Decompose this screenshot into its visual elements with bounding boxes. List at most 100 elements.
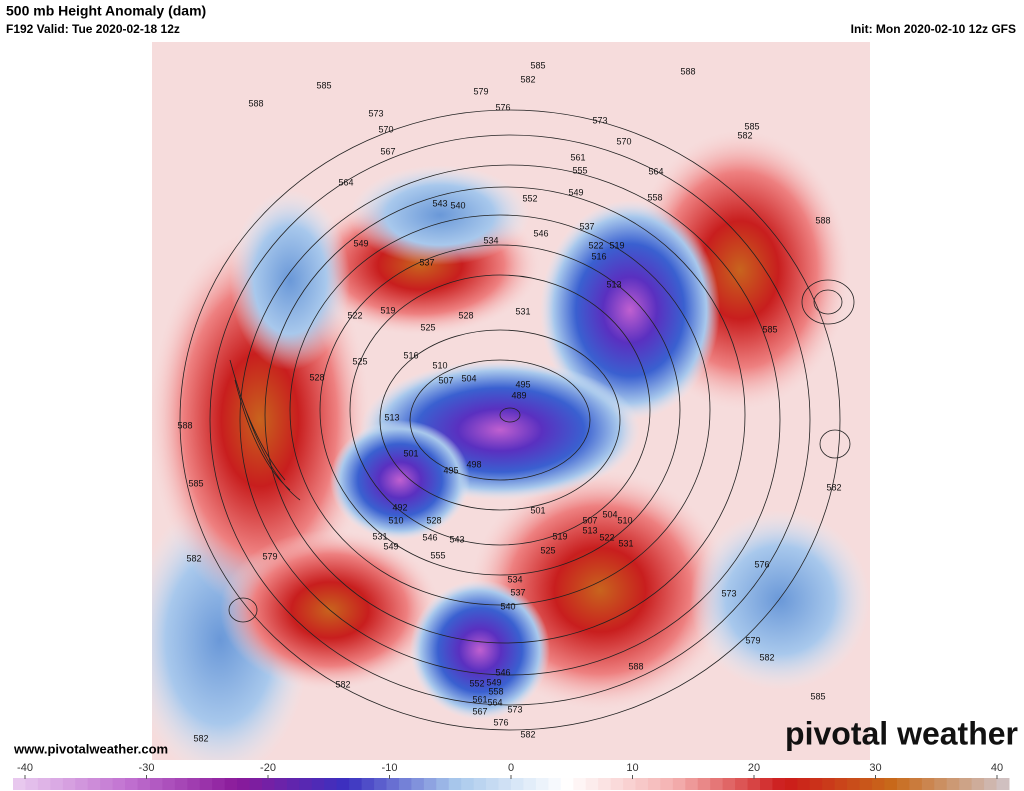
colorbar-cell — [859, 778, 873, 790]
colorbar-cell — [847, 778, 861, 790]
contour-label: 573 — [507, 704, 522, 714]
contour-label: 549 — [383, 541, 398, 551]
contour-label: 582 — [335, 679, 350, 689]
contour-label: 573 — [721, 588, 736, 598]
contour-label: 525 — [540, 545, 555, 555]
colorbar-cell — [573, 778, 587, 790]
colorbar-cell — [585, 778, 599, 790]
contour-label: 552 — [469, 678, 484, 688]
contour-label: 570 — [616, 136, 631, 146]
colorbar-cell — [249, 778, 263, 790]
contour-label: 558 — [647, 192, 662, 202]
contour-label: 588 — [248, 98, 263, 108]
colorbar-cell — [25, 778, 39, 790]
contour-label: 492 — [392, 502, 407, 512]
contour-label: 585 — [810, 691, 825, 701]
contour-label: 582 — [520, 729, 535, 739]
contour-label: 567 — [472, 706, 487, 716]
contour-label: 501 — [530, 505, 545, 515]
colorbar-cell — [872, 778, 885, 790]
contour-label: 555 — [430, 550, 445, 560]
colorbar-cell — [934, 778, 948, 790]
colorbar-cell — [137, 778, 151, 790]
colorbar-cell — [647, 778, 661, 790]
contour-label: 537 — [510, 587, 525, 597]
contour-label: 579 — [473, 86, 488, 96]
colorbar-cell — [299, 778, 313, 790]
colorbar-cell — [747, 778, 761, 790]
colorbar-tick-label: -20 — [260, 762, 276, 774]
colorbar-cell — [971, 778, 985, 790]
contour-label: 588 — [815, 215, 830, 225]
colorbar-cell — [710, 778, 724, 790]
contour-label: 585 — [316, 80, 331, 90]
colorbar-cell — [735, 778, 749, 790]
contour-label: 582 — [759, 652, 774, 662]
colorbar-cell — [511, 778, 524, 790]
valid-time: F192 Valid: Tue 2020-02-18 12z — [6, 22, 180, 36]
contour-label: 567 — [380, 146, 395, 156]
contour-label: 510 — [388, 515, 403, 525]
contour-label: 525 — [352, 356, 367, 366]
colorbar-cell — [535, 778, 549, 790]
colorbar-cell — [959, 778, 973, 790]
colorbar-cell — [199, 778, 213, 790]
contour-label: 564 — [338, 177, 353, 187]
colorbar-cell — [162, 778, 176, 790]
contour-label: 549 — [568, 187, 583, 197]
contour-label: 582 — [826, 482, 841, 492]
colorbar-cell — [473, 778, 487, 790]
colorbar-tick-label: 40 — [991, 762, 1003, 774]
colorbar-cell — [448, 778, 462, 790]
contour-label: 513 — [606, 279, 621, 289]
colorbar-cell — [262, 778, 275, 790]
contour-label: 507 — [582, 515, 597, 525]
colorbar-cell — [349, 778, 363, 790]
contour-label: 558 — [488, 686, 503, 696]
contour-label: 531 — [515, 306, 530, 316]
init-time: Init: Mon 2020-02-10 12z GFS — [851, 22, 1016, 36]
colorbar-cell — [909, 778, 923, 790]
colorbar-tick-label: 20 — [748, 762, 760, 774]
contour-label: 564 — [648, 166, 663, 176]
contour-label: 585 — [744, 121, 759, 131]
colorbar-tick-label: 30 — [869, 762, 881, 774]
contour-label: 588 — [680, 66, 695, 76]
contour-label: 573 — [368, 108, 383, 118]
contour-label: 531 — [618, 538, 633, 548]
contour-label: 546 — [495, 667, 510, 677]
colorbar-cell — [486, 778, 500, 790]
colorbar-cell — [87, 778, 101, 790]
title: 500 mb Height Anomaly (dam) — [6, 3, 206, 19]
contour-label: 579 — [745, 635, 760, 645]
contour-label: 570 — [378, 124, 393, 134]
contour-label: 540 — [450, 200, 465, 210]
contour-label: 519 — [609, 240, 624, 250]
contour-label: 573 — [592, 115, 607, 125]
colorbar-cell — [174, 778, 188, 790]
contour-label: 546 — [533, 228, 548, 238]
colorbar-cell — [436, 778, 450, 790]
colorbar-cell — [760, 778, 773, 790]
contour-label: 522 — [599, 532, 614, 542]
colorbar-cell — [187, 778, 201, 790]
colorbar-cell — [398, 778, 412, 790]
colorbar-cell — [50, 778, 64, 790]
colorbar-cell — [996, 778, 1010, 790]
map — [152, 42, 870, 760]
contour-label: 576 — [493, 717, 508, 727]
contour-label: 516 — [591, 251, 606, 261]
contour-label: 504 — [461, 373, 476, 383]
contour-label: 540 — [500, 601, 515, 611]
colorbar-cell — [361, 778, 375, 790]
colorbar-cell — [100, 778, 114, 790]
contour-label: 585 — [188, 478, 203, 488]
contour-label: 510 — [617, 515, 632, 525]
colorbar-tick-label: -40 — [17, 762, 33, 774]
contour-label: 543 — [432, 198, 447, 208]
colorbar-cell — [660, 778, 674, 790]
colorbar-cell — [685, 778, 699, 790]
contour-label: 504 — [602, 509, 617, 519]
colorbar-cell — [896, 778, 910, 790]
colorbar-tick-label: 0 — [508, 762, 514, 774]
